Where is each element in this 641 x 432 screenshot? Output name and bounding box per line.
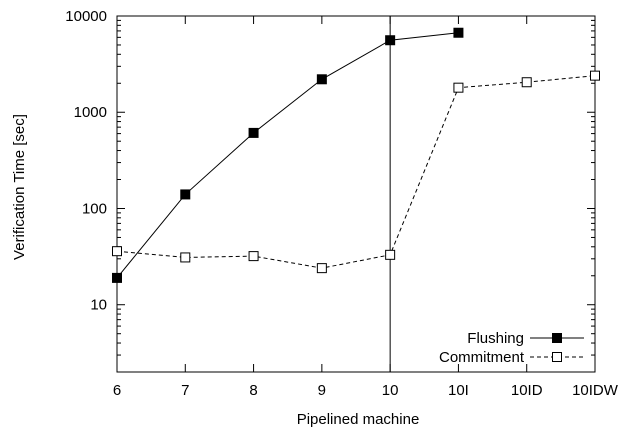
x-tick-label: 6 bbox=[113, 382, 121, 399]
data-point-flushing bbox=[180, 189, 191, 200]
y-tick-label: 10 bbox=[90, 297, 107, 314]
data-point-flushing bbox=[453, 27, 464, 38]
data-point-flushing bbox=[316, 74, 327, 85]
series-line-commitment bbox=[116, 75, 596, 269]
plot-frame bbox=[116, 15, 596, 373]
data-point-commitment bbox=[385, 249, 396, 260]
y-axis-label: Verification Time [sec] bbox=[11, 114, 28, 260]
series-line-flushing bbox=[116, 32, 459, 279]
data-point-flushing bbox=[112, 272, 122, 283]
x-tick-label: 10 bbox=[382, 382, 399, 399]
y-tick-label: 1000 bbox=[74, 104, 107, 121]
x-tick-label: 10I bbox=[448, 382, 469, 399]
x-axis-label: Pipelined machine bbox=[297, 411, 420, 428]
data-point-commitment bbox=[590, 70, 600, 81]
x-tick-label: 8 bbox=[249, 382, 257, 399]
data-point-commitment bbox=[180, 252, 191, 263]
x-tick-label: 9 bbox=[318, 382, 326, 399]
x-tick-label: 7 bbox=[181, 382, 189, 399]
y-tick-label: 10000 bbox=[65, 8, 107, 25]
data-point-flushing bbox=[248, 127, 259, 138]
legend-label: Flushing bbox=[467, 330, 524, 347]
legend-marker-flushing bbox=[552, 333, 562, 343]
x-tick-label: 10IDW bbox=[572, 382, 619, 399]
data-point-commitment bbox=[112, 246, 122, 257]
y-tick-label: 100 bbox=[82, 200, 107, 217]
plot-area: 10 100 1000 10000 6 7 8 9 10 10I 10ID 10IDW Flushing… bbox=[65, 8, 618, 399]
data-point-flushing bbox=[385, 35, 396, 46]
data-point-commitment bbox=[316, 263, 327, 274]
data-point-commitment bbox=[453, 82, 464, 93]
data-point-commitment bbox=[521, 77, 532, 88]
legend-label: Commitment bbox=[439, 349, 525, 366]
data-point-commitment bbox=[248, 251, 259, 262]
x-tick-label: 10ID bbox=[511, 382, 543, 399]
legend-marker-commitment bbox=[552, 352, 562, 362]
